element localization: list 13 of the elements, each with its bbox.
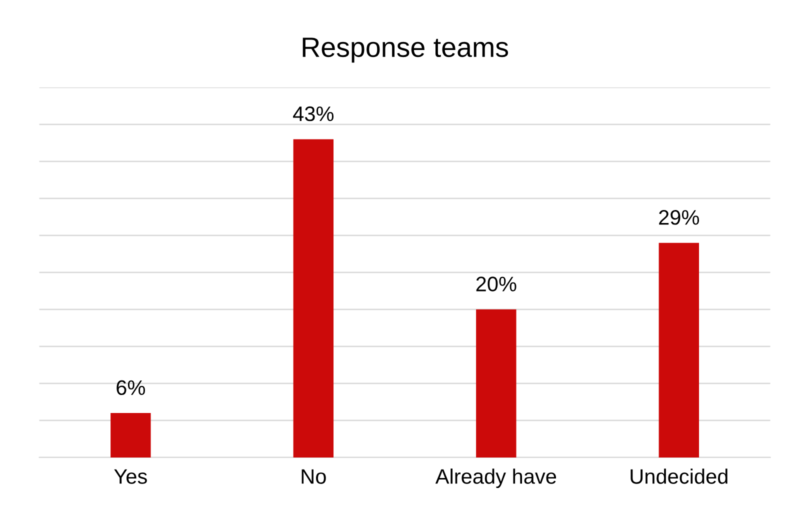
x-tick-label: Undecided xyxy=(630,468,728,484)
x-tick-label: Already have xyxy=(435,468,556,488)
data-label: 29% xyxy=(659,210,700,225)
bar xyxy=(293,139,334,458)
data-label: 43% xyxy=(293,106,334,122)
bar xyxy=(476,309,516,458)
data-label: 6% xyxy=(116,380,145,396)
bar xyxy=(658,242,700,458)
x-tick-label: Yes xyxy=(114,469,147,484)
data-label: 20% xyxy=(476,276,516,292)
x-tick-label: No xyxy=(302,469,326,484)
chart-title: Response teams xyxy=(302,38,508,63)
bar xyxy=(110,413,151,458)
